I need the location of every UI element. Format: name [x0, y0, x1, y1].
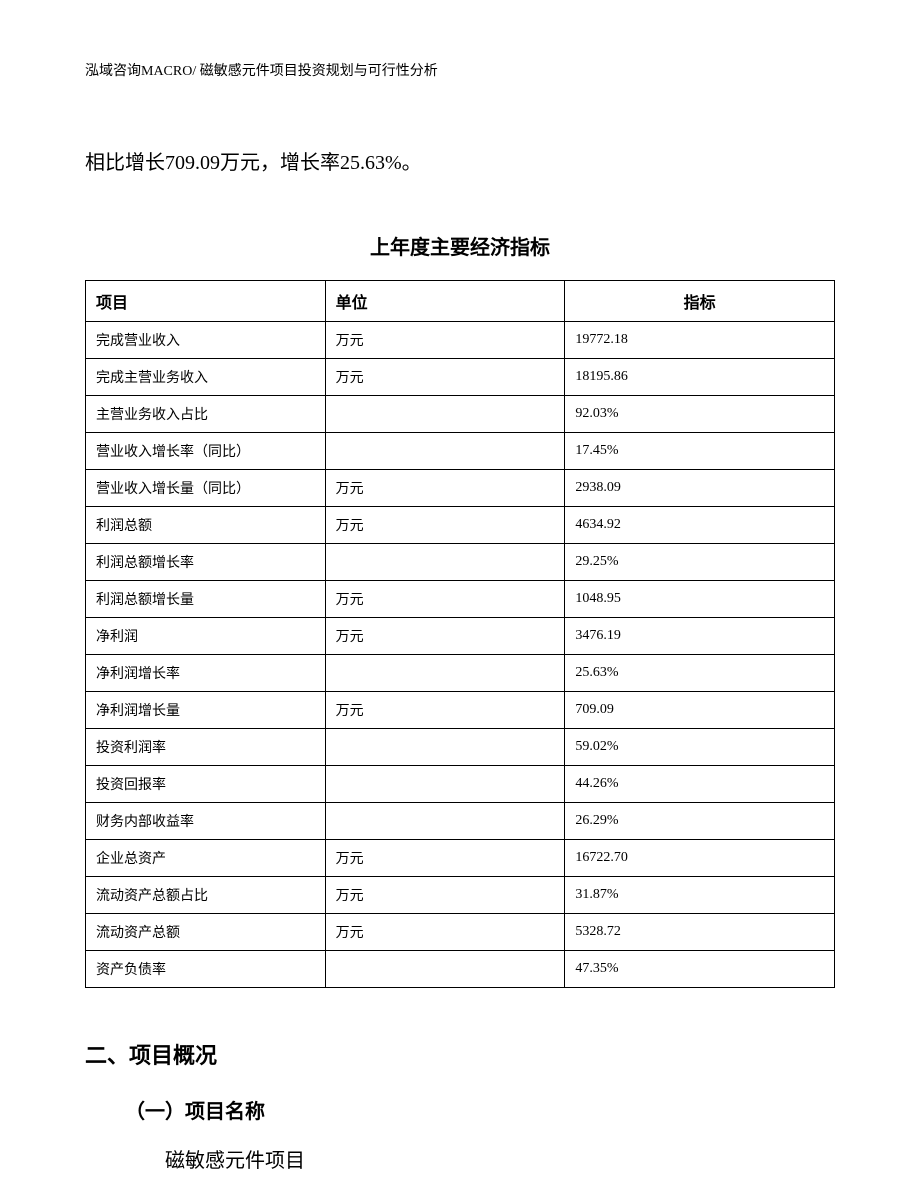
- table-row: 利润总额增长率 29.25%: [86, 544, 835, 581]
- cell-indicator: 59.02%: [565, 729, 835, 766]
- cell-unit: 万元: [325, 359, 565, 396]
- cell-indicator: 29.25%: [565, 544, 835, 581]
- cell-unit: [325, 803, 565, 840]
- cell-project: 资产负债率: [86, 951, 326, 988]
- cell-unit: [325, 544, 565, 581]
- cell-indicator: 1048.95: [565, 581, 835, 618]
- table-title: 上年度主要经济指标: [85, 231, 835, 260]
- table-row: 利润总额增长量万元1048.95: [86, 581, 835, 618]
- table-row: 企业总资产万元16722.70: [86, 840, 835, 877]
- cell-project: 流动资产总额占比: [86, 877, 326, 914]
- cell-indicator: 19772.18: [565, 322, 835, 359]
- cell-unit: 万元: [325, 470, 565, 507]
- table-row: 完成营业收入万元19772.18: [86, 322, 835, 359]
- cell-unit: [325, 433, 565, 470]
- cell-indicator: 31.87%: [565, 877, 835, 914]
- table-row: 完成主营业务收入万元18195.86: [86, 359, 835, 396]
- cell-project: 完成主营业务收入: [86, 359, 326, 396]
- column-header-indicator: 指标: [565, 281, 835, 322]
- intro-text: 相比增长709.09万元，增长率25.63%。: [85, 145, 835, 181]
- cell-unit: 万元: [325, 692, 565, 729]
- table-row: 流动资产总额占比万元31.87%: [86, 877, 835, 914]
- cell-indicator: 3476.19: [565, 618, 835, 655]
- cell-unit: [325, 766, 565, 803]
- cell-project: 财务内部收益率: [86, 803, 326, 840]
- table-row: 净利润万元3476.19: [86, 618, 835, 655]
- cell-unit: 万元: [325, 914, 565, 951]
- table-row: 资产负债率 47.35%: [86, 951, 835, 988]
- table-row: 营业收入增长量（同比）万元2938.09: [86, 470, 835, 507]
- cell-indicator: 44.26%: [565, 766, 835, 803]
- cell-project: 净利润增长量: [86, 692, 326, 729]
- cell-project: 利润总额增长量: [86, 581, 326, 618]
- cell-project: 主营业务收入占比: [86, 396, 326, 433]
- cell-unit: 万元: [325, 840, 565, 877]
- cell-project: 营业收入增长率（同比）: [86, 433, 326, 470]
- table-row: 投资回报率 44.26%: [86, 766, 835, 803]
- cell-unit: 万元: [325, 507, 565, 544]
- section-heading: 二、项目概况: [85, 1038, 835, 1070]
- cell-project: 利润总额增长率: [86, 544, 326, 581]
- cell-unit: [325, 655, 565, 692]
- cell-unit: 万元: [325, 618, 565, 655]
- cell-unit: [325, 729, 565, 766]
- cell-project: 投资回报率: [86, 766, 326, 803]
- sub-heading: （一）项目名称: [125, 1095, 835, 1124]
- cell-project: 流动资产总额: [86, 914, 326, 951]
- cell-unit: [325, 396, 565, 433]
- cell-indicator: 25.63%: [565, 655, 835, 692]
- table-header-row: 项目 单位 指标: [86, 281, 835, 322]
- cell-indicator: 47.35%: [565, 951, 835, 988]
- cell-unit: 万元: [325, 581, 565, 618]
- cell-project: 企业总资产: [86, 840, 326, 877]
- cell-indicator: 18195.86: [565, 359, 835, 396]
- cell-project: 完成营业收入: [86, 322, 326, 359]
- table-row: 利润总额万元4634.92: [86, 507, 835, 544]
- cell-indicator: 709.09: [565, 692, 835, 729]
- cell-indicator: 17.45%: [565, 433, 835, 470]
- cell-indicator: 16722.70: [565, 840, 835, 877]
- table-row: 净利润增长率 25.63%: [86, 655, 835, 692]
- cell-unit: 万元: [325, 877, 565, 914]
- cell-project: 投资利润率: [86, 729, 326, 766]
- project-name: 磁敏感元件项目: [165, 1144, 835, 1173]
- cell-indicator: 5328.72: [565, 914, 835, 951]
- cell-project: 营业收入增长量（同比）: [86, 470, 326, 507]
- cell-unit: 万元: [325, 322, 565, 359]
- table-body: 完成营业收入万元19772.18 完成主营业务收入万元18195.86 主营业务…: [86, 322, 835, 988]
- table-row: 财务内部收益率 26.29%: [86, 803, 835, 840]
- table-row: 主营业务收入占比 92.03%: [86, 396, 835, 433]
- cell-indicator: 2938.09: [565, 470, 835, 507]
- page-header: 泓域咨询MACRO/ 磁敏感元件项目投资规划与可行性分析: [85, 60, 835, 80]
- cell-project: 净利润: [86, 618, 326, 655]
- cell-unit: [325, 951, 565, 988]
- table-row: 流动资产总额万元5328.72: [86, 914, 835, 951]
- cell-indicator: 92.03%: [565, 396, 835, 433]
- cell-project: 利润总额: [86, 507, 326, 544]
- cell-indicator: 4634.92: [565, 507, 835, 544]
- economic-indicators-table: 项目 单位 指标 完成营业收入万元19772.18 完成主营业务收入万元1819…: [85, 280, 835, 988]
- table-row: 营业收入增长率（同比） 17.45%: [86, 433, 835, 470]
- cell-indicator: 26.29%: [565, 803, 835, 840]
- cell-project: 净利润增长率: [86, 655, 326, 692]
- table-row: 净利润增长量万元709.09: [86, 692, 835, 729]
- table-row: 投资利润率 59.02%: [86, 729, 835, 766]
- column-header-unit: 单位: [325, 281, 565, 322]
- column-header-project: 项目: [86, 281, 326, 322]
